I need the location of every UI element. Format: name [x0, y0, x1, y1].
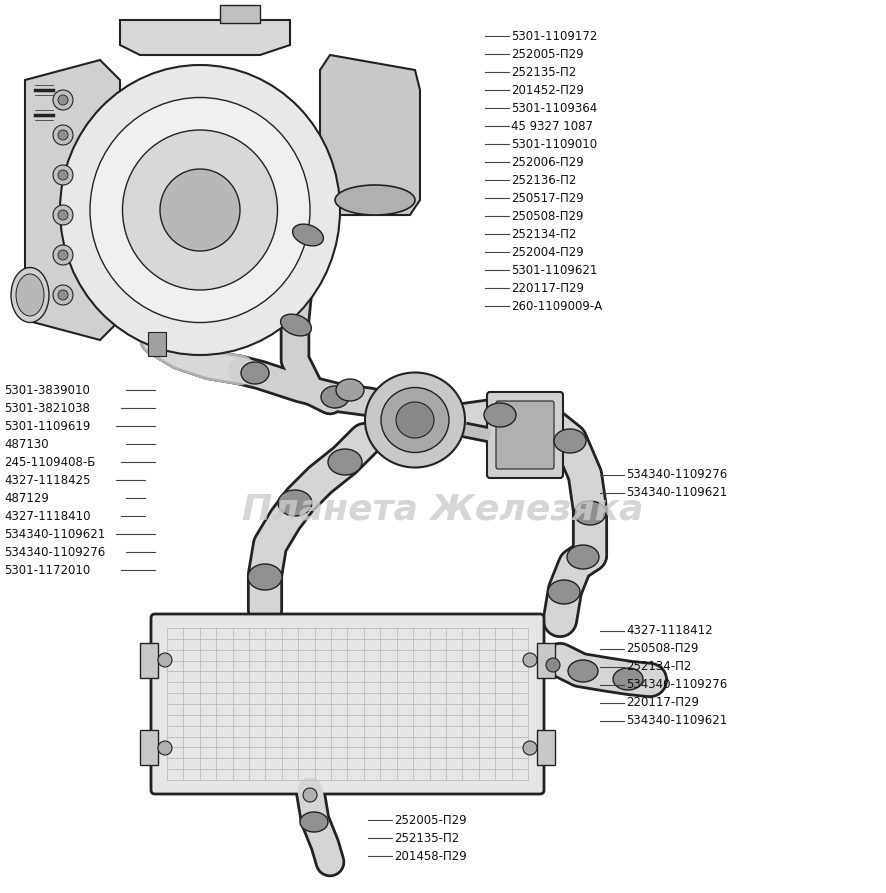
Circle shape — [58, 95, 68, 105]
Polygon shape — [120, 20, 290, 55]
Ellipse shape — [554, 429, 586, 453]
Text: 534340-1109621: 534340-1109621 — [626, 487, 727, 499]
Circle shape — [58, 250, 68, 260]
Ellipse shape — [159, 169, 240, 251]
Text: 252005-П29: 252005-П29 — [393, 814, 466, 827]
Text: 5301-1109364: 5301-1109364 — [510, 102, 596, 114]
Ellipse shape — [566, 545, 598, 569]
Bar — [536, 730, 555, 765]
Ellipse shape — [122, 130, 277, 290]
Ellipse shape — [16, 274, 44, 316]
Ellipse shape — [548, 580, 579, 604]
Bar — [148, 332, 166, 356]
Ellipse shape — [484, 403, 516, 427]
Text: 245-1109408-Б: 245-1109408-Б — [4, 455, 96, 469]
Text: 252136-П2: 252136-П2 — [510, 173, 576, 187]
Text: 5301-1109172: 5301-1109172 — [510, 29, 596, 43]
Text: Планета Железяка: Планета Железяка — [242, 493, 643, 527]
Bar — [140, 643, 158, 678]
Text: 5301-1172010: 5301-1172010 — [4, 563, 90, 577]
Bar — [536, 643, 555, 678]
Text: 252005-П29: 252005-П29 — [510, 47, 583, 61]
Text: 220117-П29: 220117-П29 — [626, 697, 698, 710]
Circle shape — [53, 285, 73, 305]
Text: 250517-П29: 250517-П29 — [510, 191, 583, 204]
Text: 4327-1118412: 4327-1118412 — [626, 624, 711, 638]
Circle shape — [58, 210, 68, 220]
Ellipse shape — [381, 388, 448, 453]
Circle shape — [53, 165, 73, 185]
Ellipse shape — [280, 314, 311, 336]
Text: 252006-П29: 252006-П29 — [510, 155, 583, 169]
Ellipse shape — [292, 224, 323, 246]
Ellipse shape — [573, 501, 605, 525]
Circle shape — [53, 90, 73, 110]
Circle shape — [523, 653, 536, 667]
Text: 201452-П29: 201452-П29 — [510, 84, 583, 96]
Ellipse shape — [336, 379, 363, 401]
Circle shape — [546, 658, 559, 672]
Ellipse shape — [277, 490, 312, 516]
Text: 4327-1118410: 4327-1118410 — [4, 510, 90, 522]
Ellipse shape — [364, 372, 464, 468]
Circle shape — [58, 130, 68, 140]
Ellipse shape — [60, 65, 339, 355]
Ellipse shape — [567, 660, 597, 682]
Circle shape — [158, 741, 172, 755]
Text: 260-1109009-А: 260-1109009-А — [510, 299, 602, 313]
Bar — [140, 730, 158, 765]
Ellipse shape — [335, 185, 415, 215]
Text: 250508-П29: 250508-П29 — [626, 642, 697, 655]
Circle shape — [58, 170, 68, 180]
FancyBboxPatch shape — [486, 392, 563, 478]
Text: 45 9327 1087: 45 9327 1087 — [510, 120, 593, 132]
Polygon shape — [25, 60, 120, 340]
Text: 250508-П29: 250508-П29 — [510, 210, 583, 222]
Text: 5301-1109621: 5301-1109621 — [510, 263, 596, 277]
Text: 534340-1109621: 534340-1109621 — [626, 714, 727, 728]
Text: 252134-П2: 252134-П2 — [626, 661, 690, 673]
Ellipse shape — [248, 564, 282, 590]
Circle shape — [53, 205, 73, 225]
Ellipse shape — [612, 668, 642, 690]
Circle shape — [53, 245, 73, 265]
FancyBboxPatch shape — [495, 401, 554, 469]
Text: 487130: 487130 — [4, 438, 49, 450]
Text: 534340-1109621: 534340-1109621 — [4, 528, 105, 540]
Ellipse shape — [89, 97, 309, 322]
Text: 4327-1118425: 4327-1118425 — [4, 473, 90, 487]
Text: 252134-П2: 252134-П2 — [510, 228, 576, 240]
Text: 5301-3839010: 5301-3839010 — [4, 383, 89, 396]
Circle shape — [303, 788, 316, 802]
Polygon shape — [320, 55, 420, 215]
Text: 5301-3821038: 5301-3821038 — [4, 402, 89, 414]
Ellipse shape — [321, 386, 348, 408]
Text: 252135-П2: 252135-П2 — [510, 65, 576, 79]
Text: 534340-1109276: 534340-1109276 — [4, 546, 105, 558]
Text: 5301-1109619: 5301-1109619 — [4, 420, 90, 432]
Ellipse shape — [328, 449, 361, 475]
Text: 534340-1109276: 534340-1109276 — [626, 679, 727, 691]
Text: 220117-П29: 220117-П29 — [510, 281, 583, 295]
FancyBboxPatch shape — [151, 614, 543, 794]
Ellipse shape — [395, 402, 433, 438]
Circle shape — [53, 125, 73, 145]
Text: 5301-1109010: 5301-1109010 — [510, 138, 596, 151]
Bar — [220, 5, 260, 23]
Ellipse shape — [11, 268, 49, 322]
Text: 534340-1109276: 534340-1109276 — [626, 469, 727, 481]
Circle shape — [523, 741, 536, 755]
Text: 252135-П2: 252135-П2 — [393, 831, 459, 845]
Circle shape — [158, 653, 172, 667]
Circle shape — [58, 290, 68, 300]
Ellipse shape — [299, 812, 328, 832]
Text: 487129: 487129 — [4, 491, 49, 505]
Text: 201458-П29: 201458-П29 — [393, 849, 466, 863]
Text: 252004-П29: 252004-П29 — [510, 246, 583, 258]
Ellipse shape — [241, 362, 268, 384]
